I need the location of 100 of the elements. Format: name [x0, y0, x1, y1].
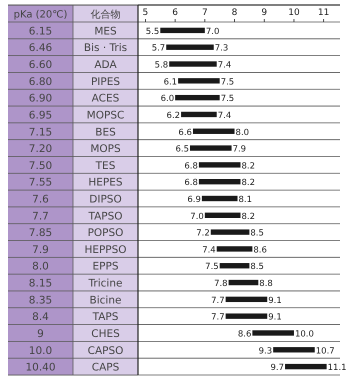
- text: 6.46: [28, 42, 53, 54]
- text: 6.15: [28, 25, 52, 38]
- annotation: 7.7: [211, 296, 225, 306]
- annotation: 5.5: [146, 26, 160, 37]
- annotation: 10.0: [294, 329, 314, 340]
- text: 10.40: [25, 362, 56, 374]
- annotation: 6.0: [160, 94, 174, 104]
- text: 7.20: [28, 143, 52, 156]
- x-tick-label: 7: [202, 8, 208, 18]
- annotation: 5.8: [154, 60, 168, 71]
- text: pKa (20℃): [14, 10, 68, 20]
- bar: [175, 94, 220, 100]
- text: 6.90: [28, 92, 52, 105]
- annotation: 9.3: [258, 346, 272, 356]
- annotation: 9.1: [268, 296, 282, 306]
- bar: [160, 28, 205, 34]
- bar: [285, 364, 327, 370]
- bar: [198, 162, 240, 168]
- bar: [169, 61, 217, 67]
- text: 8.4: [32, 311, 50, 324]
- bar: [202, 196, 238, 202]
- text: 9: [37, 328, 44, 340]
- annotation: 7.5: [220, 77, 234, 88]
- y-tick-label: TES: [94, 160, 116, 172]
- annotation: 8.6: [238, 329, 252, 340]
- annotation: 9.1: [268, 312, 282, 323]
- annotation: 8.8: [259, 279, 273, 290]
- annotation: 7.9: [232, 144, 246, 155]
- x-tick-label: 5: [142, 8, 148, 18]
- annotation: 8.5: [250, 228, 264, 239]
- annotation: 7.5: [205, 262, 219, 272]
- y-tick-label: DIPSO: [89, 194, 122, 206]
- annotation: 5.7: [152, 44, 166, 54]
- bar: [178, 78, 220, 84]
- bar: [192, 128, 235, 134]
- annotation: 8.2: [241, 161, 256, 172]
- annotation: 6.2: [166, 110, 180, 121]
- text: 7.50: [28, 160, 52, 172]
- y-tick-label: Bicine: [90, 294, 122, 306]
- bar: [198, 179, 240, 184]
- text: 7.85: [28, 227, 52, 240]
- text: 7.15: [28, 126, 52, 138]
- annotation: 8.2: [241, 178, 256, 188]
- annotation: 8.1: [238, 195, 252, 205]
- bar: [252, 330, 294, 336]
- bar: [190, 145, 232, 151]
- bar: [210, 229, 250, 235]
- x-tick-label: 8: [232, 8, 238, 18]
- y-tick-label: Bis · Tris: [84, 42, 128, 54]
- text: 7.7: [32, 210, 49, 222]
- annotation: 6.1: [164, 77, 178, 88]
- y-tick-label: HEPPSO: [84, 244, 127, 256]
- y-tick-label: POPSO: [88, 227, 124, 240]
- annotation: 10.7: [316, 346, 335, 356]
- bar: [216, 246, 252, 252]
- y-tick-label: PIPES: [90, 76, 120, 88]
- text: 6.60: [28, 59, 52, 72]
- annotation: 7.0: [206, 26, 220, 37]
- bar: [228, 280, 258, 286]
- annotation: 7.2: [196, 228, 210, 239]
- text: 7.6: [32, 194, 50, 206]
- text: 8.15: [28, 278, 52, 290]
- x-tick-label: 6: [172, 8, 178, 18]
- annotation: 7.3: [214, 44, 228, 54]
- annotation: 6.6: [178, 128, 192, 138]
- text: 10.0: [28, 344, 52, 357]
- annotation: 6.8: [184, 178, 198, 188]
- y-tick-label: MOPS: [90, 143, 121, 156]
- text: 7.9: [32, 244, 49, 256]
- y-tick-label: MOPSC: [86, 109, 124, 122]
- x-tick-label: 9: [261, 8, 268, 18]
- text: 化合物: [90, 8, 120, 20]
- annotation: 7.4: [218, 110, 232, 121]
- y-tick-label: TAPSO: [87, 210, 123, 222]
- bar: [166, 44, 214, 50]
- text: 6.95: [28, 109, 52, 122]
- annotation: 8.6: [253, 245, 267, 256]
- y-tick-label: CHES: [91, 328, 120, 340]
- y-tick-label: CAPSO: [88, 344, 124, 357]
- bar: [273, 347, 315, 352]
- text: 8.35: [28, 294, 52, 306]
- annotation: 7.8: [214, 279, 228, 290]
- text: 6.80: [28, 76, 52, 88]
- annotation: 8.0: [236, 128, 250, 138]
- annotation: 8.2: [241, 212, 256, 222]
- annotation: 7.7: [211, 312, 225, 323]
- annotation: 7.0: [190, 212, 204, 222]
- y-tick-label: BES: [95, 126, 116, 138]
- text: 8.0: [32, 260, 49, 273]
- text: 7.55: [28, 176, 52, 189]
- annotation: 6.5: [175, 144, 189, 155]
- bar: [204, 212, 240, 218]
- y-tick-label: TAPS: [92, 311, 119, 324]
- y-tick-label: Tricine: [88, 278, 122, 290]
- annotation: 6.9: [187, 195, 201, 205]
- annotation: 6.8: [184, 161, 198, 172]
- annotation: 8.5: [250, 262, 264, 272]
- annotation: 7.5: [220, 94, 234, 104]
- y-tick-label: MES: [94, 25, 118, 38]
- bar: [181, 112, 217, 118]
